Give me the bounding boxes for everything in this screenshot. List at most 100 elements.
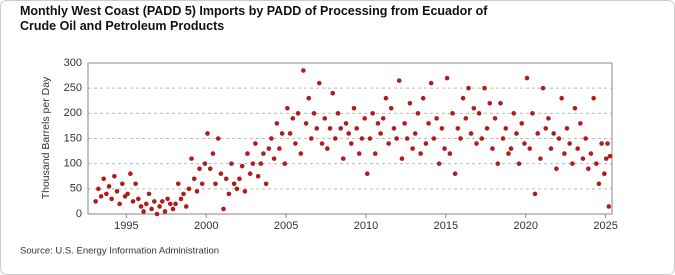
- point: [578, 121, 583, 126]
- chart-title: Monthly West Coast (PADD 5) Imports by P…: [20, 4, 488, 33]
- point: [253, 141, 258, 146]
- point: [120, 181, 125, 187]
- point: [269, 136, 274, 141]
- point: [591, 95, 596, 101]
- point: [325, 146, 330, 151]
- point: [420, 95, 426, 101]
- point: [500, 136, 506, 141]
- point: [351, 106, 357, 111]
- point: [532, 191, 538, 197]
- point: [546, 116, 551, 121]
- point: [588, 151, 594, 156]
- y-tick-label: 150: [64, 132, 82, 144]
- point: [490, 146, 495, 151]
- point: [559, 95, 564, 101]
- point: [596, 181, 602, 187]
- y-tick-label: 100: [64, 158, 82, 170]
- point: [594, 161, 599, 166]
- point: [599, 141, 604, 146]
- point: [234, 186, 240, 192]
- point: [605, 141, 610, 146]
- point: [404, 136, 410, 141]
- point: [287, 131, 293, 136]
- point: [554, 166, 559, 171]
- point: [274, 121, 280, 126]
- point: [375, 121, 381, 126]
- point: [530, 111, 535, 116]
- point: [290, 116, 296, 121]
- point: [410, 146, 415, 151]
- point: [279, 131, 285, 136]
- point: [333, 136, 338, 141]
- point: [109, 196, 114, 202]
- point: [301, 68, 306, 73]
- plot-area: [87, 62, 613, 215]
- point: [271, 156, 277, 161]
- point: [136, 196, 141, 202]
- point: [431, 136, 437, 141]
- point: [162, 209, 168, 214]
- x-tick-label: 1995: [114, 220, 138, 232]
- point: [606, 204, 612, 209]
- point: [348, 141, 354, 146]
- y-tick-label: 300: [64, 57, 82, 69]
- point: [335, 111, 341, 116]
- point: [396, 78, 402, 83]
- point: [527, 146, 533, 151]
- point: [359, 136, 365, 141]
- point: [215, 136, 221, 141]
- point: [463, 116, 469, 121]
- point: [442, 146, 447, 151]
- point: [194, 189, 200, 194]
- point: [175, 181, 181, 187]
- point: [322, 116, 328, 121]
- point: [570, 161, 575, 166]
- point: [426, 121, 431, 126]
- source: Source: U.S. Energy Information Administ…: [20, 246, 219, 257]
- x-tick-label: 2015: [434, 220, 458, 232]
- point: [295, 111, 301, 116]
- point: [607, 153, 613, 159]
- point: [183, 204, 189, 209]
- point: [479, 136, 485, 141]
- point: [154, 211, 160, 217]
- point: [524, 75, 530, 81]
- point: [564, 126, 570, 131]
- point: [450, 111, 455, 116]
- point: [506, 151, 511, 156]
- point: [434, 116, 439, 121]
- point: [98, 194, 104, 199]
- point: [128, 171, 133, 177]
- point: [133, 181, 138, 187]
- point: [603, 156, 609, 161]
- point: [130, 199, 136, 204]
- point: [455, 126, 461, 131]
- point: [112, 173, 117, 179]
- point: [548, 146, 554, 151]
- point: [104, 191, 109, 197]
- x-tick-label: 2020: [513, 220, 537, 232]
- point: [317, 80, 322, 86]
- point: [266, 146, 272, 151]
- point: [167, 201, 173, 207]
- point: [471, 106, 477, 111]
- point: [503, 126, 509, 131]
- point: [386, 141, 391, 146]
- point: [439, 126, 445, 131]
- point: [157, 204, 162, 209]
- point: [170, 206, 176, 212]
- point: [583, 136, 588, 141]
- point: [492, 116, 498, 121]
- point: [346, 131, 352, 136]
- point: [250, 161, 256, 166]
- point: [141, 209, 146, 214]
- point: [364, 171, 370, 177]
- point: [354, 126, 360, 131]
- point: [210, 151, 216, 156]
- point: [96, 186, 101, 192]
- point: [205, 131, 210, 136]
- point: [516, 161, 522, 166]
- point: [114, 189, 120, 194]
